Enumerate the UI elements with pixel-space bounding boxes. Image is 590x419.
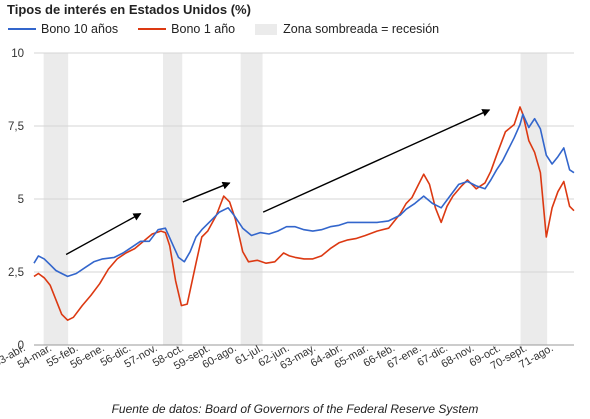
series-lines bbox=[33, 106, 575, 322]
legend-label-recession: Zona sombreada = recesión bbox=[283, 22, 440, 36]
series-line-1 bbox=[33, 113, 575, 278]
trend-arrows bbox=[65, 109, 491, 256]
legend-item-bono-1: Bono 1 año bbox=[138, 22, 235, 36]
y-tick-label: 2,5 bbox=[8, 267, 24, 279]
legend-swatch-bono-1 bbox=[138, 28, 167, 30]
gridlines bbox=[34, 52, 574, 346]
y-tick-label: 0 bbox=[18, 340, 24, 352]
y-tick-label: 7,5 bbox=[8, 121, 24, 133]
chart-legend: Bono 10 años Bono 1 año Zona sombreada =… bbox=[8, 22, 459, 36]
legend-swatch-recession bbox=[255, 23, 278, 35]
trend-arrow bbox=[65, 212, 142, 256]
y-tick-label: 5 bbox=[18, 194, 24, 206]
legend-label-bono-1: Bono 1 año bbox=[171, 22, 236, 36]
legend-swatch-bono-10 bbox=[8, 28, 36, 30]
trend-arrow bbox=[262, 109, 491, 213]
trend-arrow bbox=[182, 181, 231, 203]
chart-title: Tipos de interés en Estados Unidos (%) bbox=[7, 2, 251, 17]
y-axis-labels: 0 2,5 5 7,5 10 bbox=[8, 48, 24, 352]
x-axis-labels: 53-abr.54-mar.55-feb.56-ene.56-dic.57-no… bbox=[0, 342, 556, 372]
legend-item-bono-10: Bono 10 años bbox=[8, 22, 118, 36]
source-note: Fuente de datos: Board of Governors of t… bbox=[111, 402, 479, 416]
legend-item-recession: Zona sombreada = recesión bbox=[255, 22, 439, 36]
legend-label-bono-10: Bono 10 años bbox=[41, 22, 119, 36]
series-line-2 bbox=[33, 106, 575, 322]
y-tick-label: 10 bbox=[11, 48, 24, 60]
